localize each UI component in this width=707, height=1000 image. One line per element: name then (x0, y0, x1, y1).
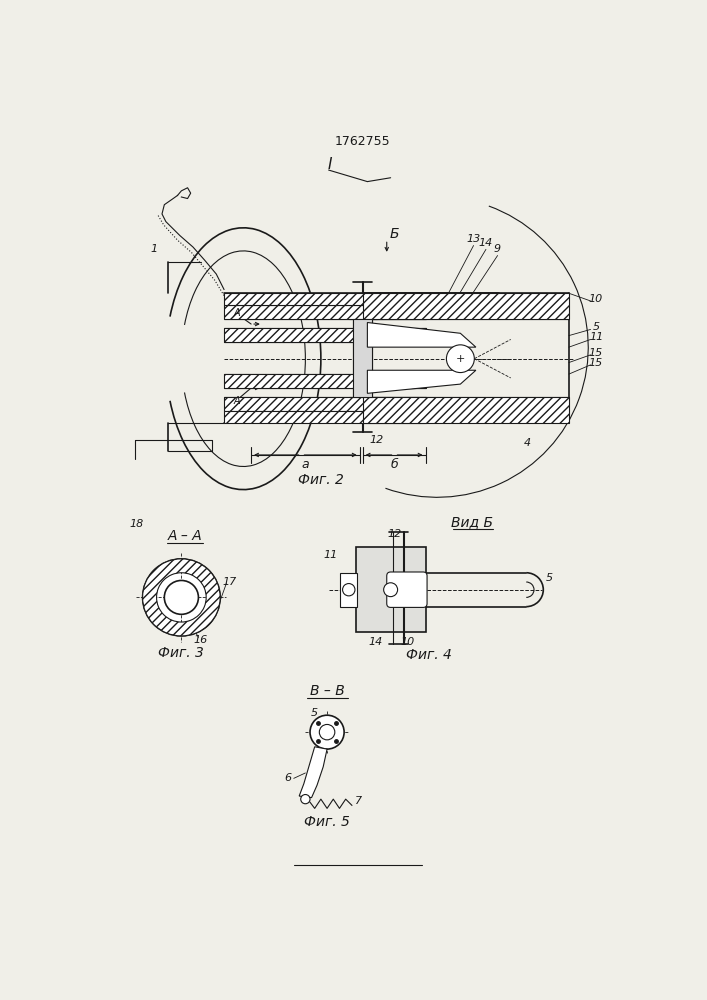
Text: 5: 5 (311, 708, 318, 718)
Bar (363, 397, 569, 423)
Bar (224, 305, 426, 319)
Circle shape (300, 795, 310, 804)
Text: 15: 15 (589, 358, 603, 368)
Wedge shape (143, 559, 220, 636)
Text: 18: 18 (129, 519, 144, 529)
Text: B – B: B – B (310, 684, 344, 698)
Text: 12: 12 (370, 435, 384, 445)
Text: 13: 13 (467, 234, 481, 244)
Text: 5: 5 (592, 322, 600, 332)
Text: Вид Б: Вид Б (451, 515, 493, 529)
Bar (356, 547, 426, 632)
Text: 11: 11 (590, 332, 604, 342)
Text: 15: 15 (589, 348, 603, 358)
Text: A – A: A – A (168, 529, 203, 543)
Text: a: a (302, 458, 309, 471)
Text: Фиг. 4: Фиг. 4 (407, 648, 452, 662)
Text: 14: 14 (479, 238, 493, 248)
Circle shape (384, 583, 397, 597)
Bar (224, 328, 426, 342)
Text: +: + (456, 354, 465, 364)
Text: 16: 16 (194, 635, 208, 645)
Text: 17: 17 (222, 577, 237, 587)
Polygon shape (368, 323, 476, 347)
Bar (354, 319, 372, 397)
Bar (224, 397, 426, 411)
Text: A: A (234, 396, 240, 406)
Text: 9: 9 (494, 244, 501, 254)
Circle shape (310, 715, 344, 749)
Text: A: A (234, 308, 240, 318)
Text: 11: 11 (323, 550, 337, 560)
Text: 1: 1 (151, 244, 158, 254)
Circle shape (320, 724, 335, 740)
Text: 10: 10 (401, 637, 415, 647)
Circle shape (164, 580, 199, 614)
Circle shape (143, 559, 220, 636)
Text: 12: 12 (387, 529, 402, 539)
Circle shape (446, 345, 474, 373)
Polygon shape (368, 370, 476, 393)
Circle shape (343, 584, 355, 596)
Text: 4: 4 (524, 438, 532, 448)
Bar (340, 573, 357, 607)
Text: 5: 5 (546, 573, 553, 583)
Bar (224, 293, 426, 305)
Text: 1762755: 1762755 (335, 135, 390, 148)
Polygon shape (299, 747, 327, 798)
FancyBboxPatch shape (387, 572, 427, 607)
Text: 10: 10 (589, 294, 603, 304)
Text: 14: 14 (368, 637, 382, 647)
Text: Фиг. 2: Фиг. 2 (298, 473, 344, 487)
Text: Фиг. 5: Фиг. 5 (304, 815, 350, 829)
Text: б: б (391, 458, 398, 471)
Bar (224, 411, 426, 423)
Text: Б: Б (390, 227, 399, 241)
Bar (363, 293, 569, 319)
Text: 6: 6 (285, 773, 292, 783)
Text: Фиг. 3: Фиг. 3 (158, 646, 204, 660)
Bar (224, 374, 426, 388)
Text: I: I (328, 157, 332, 172)
Text: 7: 7 (354, 796, 362, 806)
